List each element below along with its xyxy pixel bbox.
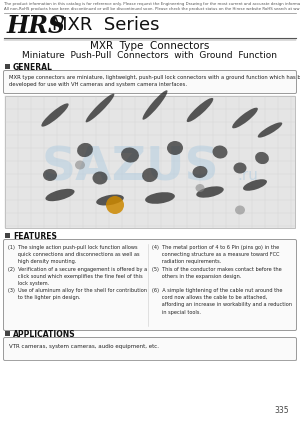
Ellipse shape <box>43 169 57 181</box>
Ellipse shape <box>75 161 85 170</box>
Text: (1)  The single action push-pull lock function allows
      quick connections an: (1) The single action push-pull lock fun… <box>8 245 140 264</box>
Ellipse shape <box>142 90 167 120</box>
Text: MXR  Series: MXR Series <box>52 16 160 34</box>
Text: (3)  Use of aluminum alloy for the shell for contribution
      to the lighter p: (3) Use of aluminum alloy for the shell … <box>8 288 147 300</box>
Text: FEATURES: FEATURES <box>13 232 57 241</box>
Text: (6)  A simple tightening of the cable nut around the
      cord now allows the c: (6) A simple tightening of the cable nut… <box>152 288 292 314</box>
Text: All non-RoHS products have been discontinued or will be discontinued soon. Pleas: All non-RoHS products have been disconti… <box>4 6 300 11</box>
Text: HRS: HRS <box>7 14 66 38</box>
Text: GENERAL: GENERAL <box>13 63 53 72</box>
Ellipse shape <box>142 168 158 182</box>
Bar <box>5 233 10 238</box>
Ellipse shape <box>233 162 247 173</box>
Text: VTR cameras, system cameras, audio equipment, etc.: VTR cameras, system cameras, audio equip… <box>9 344 159 349</box>
Ellipse shape <box>96 195 124 206</box>
Ellipse shape <box>46 189 74 201</box>
Text: APPLICATIONS: APPLICATIONS <box>13 330 76 339</box>
Ellipse shape <box>196 184 205 192</box>
Text: (4)  The metal portion of 4 to 6 Pin (pins go) in the
      connecting structure: (4) The metal portion of 4 to 6 Pin (pin… <box>152 245 279 264</box>
Ellipse shape <box>187 98 213 122</box>
Ellipse shape <box>212 145 227 159</box>
Ellipse shape <box>77 143 93 157</box>
Ellipse shape <box>85 94 114 122</box>
Text: MXR type connectors are miniature, lightweight, push-pull lock connectors with a: MXR type connectors are miniature, light… <box>9 75 300 88</box>
Ellipse shape <box>196 186 224 198</box>
Ellipse shape <box>41 103 69 127</box>
FancyBboxPatch shape <box>4 240 296 331</box>
Ellipse shape <box>92 172 107 184</box>
Ellipse shape <box>167 141 183 155</box>
Ellipse shape <box>243 179 267 191</box>
Text: (5)  This of the conductor makes contact before the
      others in the expansio: (5) This of the conductor makes contact … <box>152 266 282 279</box>
Ellipse shape <box>258 122 282 138</box>
Bar <box>5 96 295 228</box>
Ellipse shape <box>145 192 175 204</box>
Text: The product information in this catalog is for reference only. Please request th: The product information in this catalog … <box>4 2 300 6</box>
Text: Miniature  Push-Pull  Connectors  with  Ground  Function: Miniature Push-Pull Connectors with Grou… <box>22 51 278 60</box>
Circle shape <box>106 196 124 214</box>
FancyBboxPatch shape <box>4 337 296 360</box>
Text: (2)  Verification of a secure engagement is offered by a
      click sound which: (2) Verification of a secure engagement … <box>8 266 147 286</box>
Text: 335: 335 <box>274 406 289 415</box>
Text: SAZUS: SAZUS <box>41 145 219 190</box>
Ellipse shape <box>255 152 269 164</box>
FancyBboxPatch shape <box>4 71 296 94</box>
Ellipse shape <box>121 147 139 162</box>
Ellipse shape <box>232 108 258 128</box>
Ellipse shape <box>235 206 245 215</box>
Text: MXR  Type  Connectors: MXR Type Connectors <box>90 41 210 51</box>
Bar <box>5 64 10 69</box>
Bar <box>5 331 10 336</box>
Ellipse shape <box>193 166 208 178</box>
Text: .ru: .ru <box>238 167 258 182</box>
